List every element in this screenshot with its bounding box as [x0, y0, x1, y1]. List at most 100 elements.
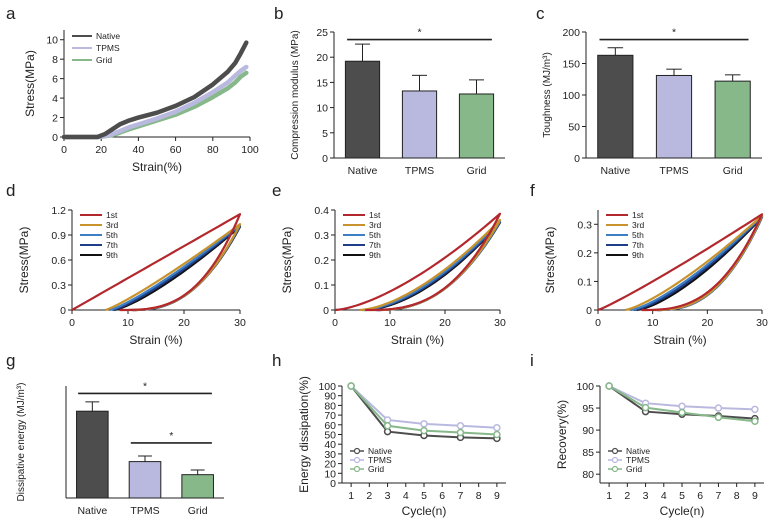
y-axis-label: Recovery(%) [555, 400, 569, 469]
panel-letter-d: d [6, 181, 15, 200]
y-tick-label: 90 [582, 425, 594, 437]
y-tick-label: 1.2 [51, 205, 66, 217]
y-tick-label: 0 [322, 153, 328, 165]
y-tick-label: 0.3 [51, 280, 66, 292]
x-tick-label: 8 [734, 490, 740, 502]
y-tick-label: 8 [52, 54, 58, 66]
y-tick-label: 0.2 [314, 255, 329, 267]
legend-marker [353, 465, 361, 473]
x-tick-label: 60 [170, 144, 182, 156]
y-tick-label: 0.4 [314, 205, 329, 217]
y-tick-label: 40 [324, 439, 336, 451]
y-tick-label: 10 [316, 103, 328, 115]
x-tick-label: 20 [178, 317, 190, 329]
chart-i: 80 85 90 95 100 1 2 3 4 5 6 7 8 9 Cycle(n) Recovery(%) N… [555, 381, 764, 518]
x-tick-label: 4 [403, 490, 409, 502]
y-tick-label: 85 [582, 447, 594, 459]
cycle-loop-1st [334, 212, 502, 312]
y-tick-label: 50 [568, 122, 580, 134]
x-tick-label: 20 [95, 144, 107, 156]
data-point [714, 404, 723, 412]
bar-native [344, 60, 381, 159]
y-tick-label: 0 [330, 478, 336, 490]
y-tick-label: 10 [46, 35, 58, 47]
x-tick-label: 80 [207, 144, 219, 156]
category-label: Grid [188, 505, 208, 517]
x-tick-label: 3 [385, 490, 391, 502]
chart-b: 0 5 10 15 20 25 Native TPMS Grid * Compression mod… [290, 27, 505, 177]
panel-letter-h: h [272, 351, 281, 370]
bar-native [597, 54, 634, 159]
y-tick-label: 90 [324, 391, 336, 403]
category-label: Grid [723, 165, 743, 177]
data-point [714, 413, 723, 422]
x-tick-label: 10 [122, 317, 134, 329]
y-tick-label: 100 [576, 381, 594, 393]
y-tick-label: 0.3 [314, 230, 329, 242]
category-label: TPMS [405, 165, 434, 177]
legend-label: TPMS [96, 43, 120, 53]
legend-label: 5th [369, 230, 381, 240]
y-tick-label: 15 [316, 77, 328, 89]
legend-marker [611, 456, 619, 464]
x-tick-label: 9 [494, 490, 500, 502]
data-point [751, 405, 759, 414]
data-point [456, 428, 465, 437]
x-tick-label: 0 [61, 144, 67, 156]
panel-letter-c: c [536, 4, 545, 23]
legend-label: 1st [369, 210, 381, 220]
y-axis-label: Dissipative energy (MJ/m³) [16, 383, 27, 502]
x-tick-label: 30 [756, 317, 768, 329]
x-axis-label: Strain (%) [391, 333, 444, 347]
chart-g: Native TPMS Grid * * Dissipative energy (MJ/m… [16, 380, 224, 517]
x-tick-label: 10 [647, 317, 659, 329]
x-axis-label: Cycle(n) [402, 504, 447, 518]
y-tick-label: 150 [562, 59, 580, 71]
x-tick-label: 20 [439, 317, 451, 329]
legend-label: Native [368, 446, 392, 456]
x-tick-label: 30 [494, 317, 506, 329]
y-axis-label: Stress(MPa) [280, 227, 294, 294]
x-tick-label: 7 [716, 490, 722, 502]
x-tick-label: 2 [624, 490, 630, 502]
x-tick-label: 6 [439, 490, 445, 502]
x-tick-label: 0 [69, 317, 75, 329]
y-tick-label: 4 [52, 93, 58, 105]
legend-marker [353, 456, 361, 464]
x-tick-label: 30 [234, 317, 246, 329]
chart-d: 0 0.3 0.6 0.9 1.2 0 10 20 30 Strain (%) Stress(MPa… [17, 205, 246, 347]
category-label: TPMS [130, 505, 159, 517]
x-tick-label: 5 [421, 490, 427, 502]
legend-marker [611, 447, 619, 455]
x-tick-label: 5 [679, 490, 685, 502]
y-tick-label: 2 [52, 113, 58, 125]
x-tick-label: 4 [661, 490, 667, 502]
data-point [605, 382, 613, 390]
category-label: Native [600, 165, 630, 177]
y-tick-label: 0.6 [51, 255, 66, 267]
x-axis-label: Strain (%) [129, 333, 182, 347]
category-label: TPMS [659, 165, 688, 177]
x-axis-label: Strain(%) [132, 160, 182, 174]
y-tick-label: 0 [323, 305, 329, 317]
legend-label: 9th [369, 250, 381, 260]
legend-label: Grid [368, 464, 384, 474]
x-tick-label: 100 [241, 144, 259, 156]
data-point [383, 422, 392, 430]
legend-label: 5th [106, 230, 118, 240]
data-point [678, 402, 686, 411]
y-tick-label: 0 [60, 305, 66, 317]
y-tick-label: 0.9 [51, 230, 66, 242]
x-tick-label: 7 [458, 490, 464, 502]
y-tick-label: 0 [574, 153, 580, 165]
cycle-loop-1st [71, 213, 242, 312]
series-line-tpms [61, 64, 249, 140]
x-tick-label: 0 [332, 317, 338, 329]
category-label: Native [77, 505, 107, 517]
y-tick-label: 25 [316, 27, 328, 39]
data-point [420, 426, 428, 435]
significance-label: * [143, 380, 147, 392]
legend-label: TPMS [368, 455, 392, 465]
x-tick-label: 3 [643, 490, 649, 502]
